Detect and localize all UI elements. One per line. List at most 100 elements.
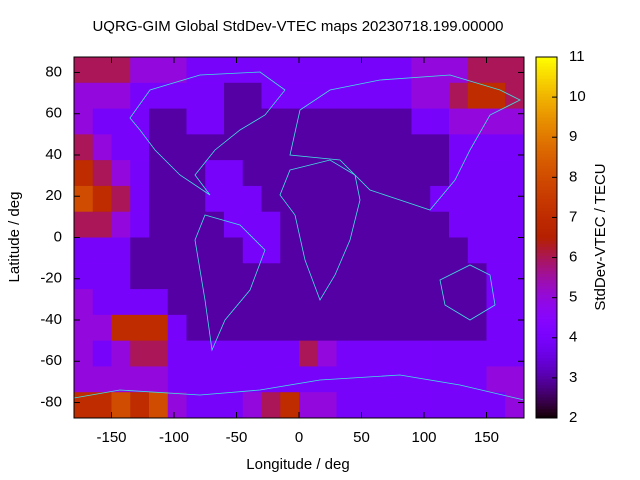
colorbar-step (536, 360, 557, 365)
heatmap-cell (392, 108, 412, 135)
heatmap-cell (486, 366, 506, 393)
colorbar-step (536, 303, 557, 308)
heatmap-cell (149, 340, 169, 367)
heatmap-cell (299, 185, 319, 213)
heatmap-cell (224, 263, 244, 290)
colorbar-step (536, 135, 557, 139)
colorbar-step (536, 201, 557, 205)
colorbar-step (536, 393, 557, 398)
heatmap-cell (167, 82, 187, 110)
colorbar-step (536, 312, 557, 317)
heatmap-cell (111, 314, 131, 342)
heatmap-cell (111, 134, 131, 161)
heatmap-cell (280, 57, 300, 84)
heatmap-cell (449, 211, 469, 238)
x-tick-label: 0 (295, 429, 303, 446)
heatmap-cell (92, 314, 112, 342)
coastline (194, 214, 266, 352)
chart-title: UQRG-GIM Global StdDev-VTEC maps 2023071… (92, 18, 503, 35)
colorbar-tick-label: 9 (569, 128, 577, 145)
x-tick-label: -100 (159, 429, 189, 446)
heatmap-cell (205, 289, 225, 316)
heatmap-cell (411, 108, 431, 135)
heatmap-cell (411, 134, 431, 161)
heatmap-cell (149, 160, 169, 187)
heatmap-cell (74, 237, 94, 264)
colorbar-step (536, 249, 557, 254)
colorbar-step (536, 159, 557, 163)
colorbar-step (536, 111, 557, 115)
colorbar-step (536, 408, 557, 413)
heatmap-cell (505, 237, 525, 264)
colorbar-step (536, 282, 557, 287)
heatmap-cell (224, 366, 244, 393)
coastline (439, 264, 496, 321)
heatmap-cell (355, 263, 375, 290)
heatmap-cell (486, 134, 506, 161)
colorbar-step (536, 324, 557, 329)
heatmap-cell (242, 392, 262, 419)
heatmap-cell (317, 237, 337, 264)
heatmap-cell (392, 134, 412, 161)
heatmap-cell (205, 211, 225, 238)
heatmap-cell (430, 314, 450, 342)
heatmap-cell (355, 340, 375, 367)
heatmap-cell (355, 392, 375, 419)
heatmap-cell (411, 366, 431, 393)
heatmap-cell (280, 263, 300, 290)
heatmap-cell (299, 82, 319, 110)
heatmap-cell (374, 134, 394, 161)
heatmap-cell (242, 237, 262, 264)
heatmap-cell (261, 366, 281, 393)
heatmap-cell (355, 82, 375, 110)
colorbar-step (536, 63, 557, 67)
colorbar-step (536, 156, 557, 160)
colorbar-step (536, 279, 557, 284)
colorbar-tick-label: 8 (569, 168, 577, 185)
colorbar-step (536, 354, 557, 359)
heatmap-cell (74, 314, 94, 342)
colorbar-step (536, 150, 557, 154)
heatmap-cell (186, 314, 206, 342)
heatmap-cell (430, 237, 450, 264)
heatmap-cell (261, 340, 281, 367)
colorbar-step (536, 237, 557, 242)
heatmap-cell (280, 108, 300, 135)
heatmap-cell (486, 289, 506, 316)
colorbar-step (536, 411, 557, 416)
colorbar-step (536, 288, 557, 293)
colorbar-step (536, 96, 557, 100)
heatmap-cell (411, 263, 431, 290)
y-tick-label: -20 (40, 270, 62, 287)
heatmap-cell (205, 185, 225, 213)
colorbar-step (536, 81, 557, 85)
heatmap-cell (242, 134, 262, 161)
heatmap-cell (111, 340, 131, 367)
heatmap-cell (111, 366, 131, 393)
heatmap-cell (74, 185, 94, 213)
heatmap-cell (149, 263, 169, 290)
heatmap-cell (280, 211, 300, 238)
heatmap-cell (205, 57, 225, 84)
heatmap-cell (430, 340, 450, 367)
heatmap-cell (186, 185, 206, 213)
heatmap-cell (355, 160, 375, 187)
heatmap-cell (280, 160, 300, 187)
colorbar-step (536, 171, 557, 175)
colorbar-step (536, 330, 557, 335)
colorbar-step (536, 219, 557, 223)
colorbar-step (536, 378, 557, 383)
heatmap-cell (92, 82, 112, 110)
heatmap-cell (355, 314, 375, 342)
x-tick-label: -150 (96, 429, 126, 446)
colorbar-step (536, 231, 557, 235)
colorbar-step (536, 66, 557, 70)
coastline (289, 74, 521, 211)
colorbar-step (536, 225, 557, 229)
heatmap-cell (74, 340, 94, 367)
heatmap-cell (374, 366, 394, 393)
heatmap-cell (392, 340, 412, 367)
colorbar-step (536, 132, 557, 136)
heatmap-cell (449, 237, 469, 264)
heatmap-cell (299, 340, 319, 367)
